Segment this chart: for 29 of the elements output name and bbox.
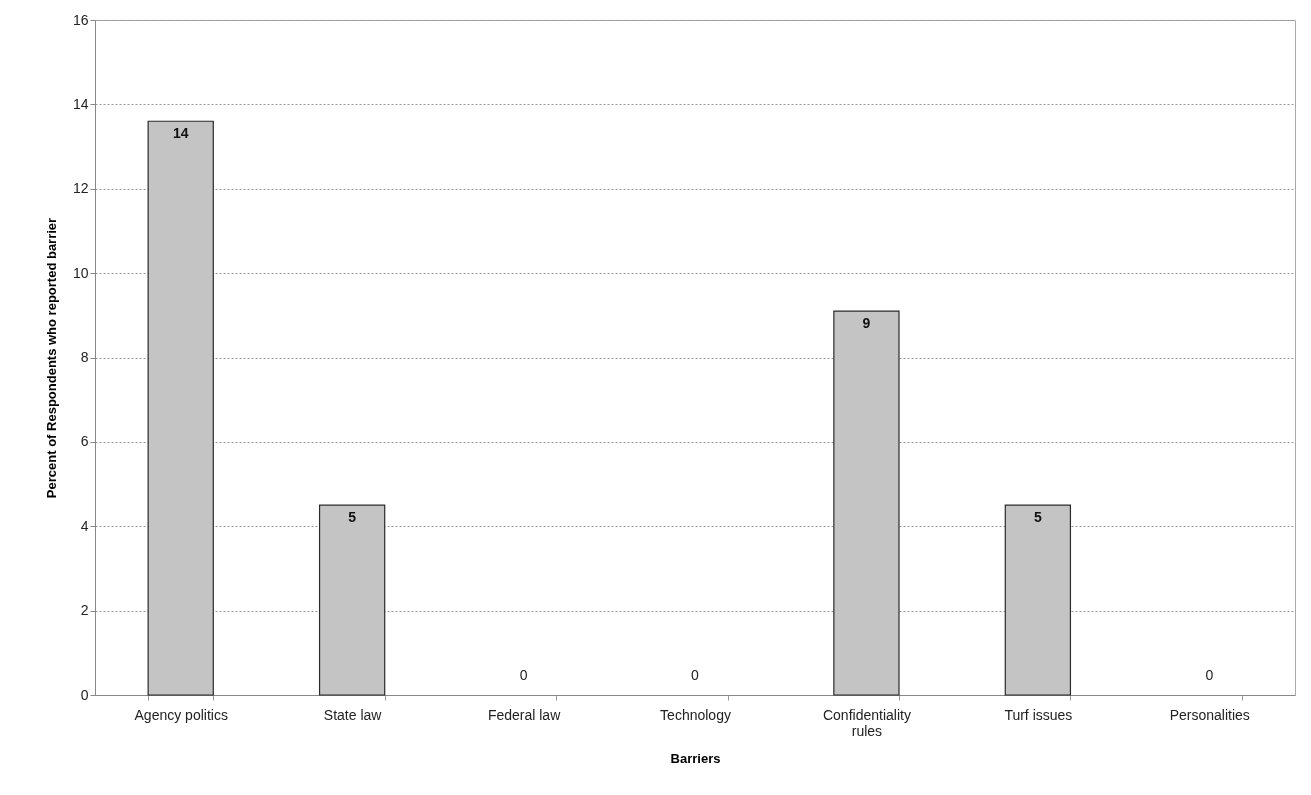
- y-tick-label: 4: [80, 517, 89, 534]
- data-label: 0: [1205, 667, 1214, 683]
- data-label: 9: [862, 315, 871, 332]
- data-label: 5: [1033, 509, 1042, 526]
- data-label: 5: [348, 509, 357, 526]
- y-tick-label: 12: [72, 180, 89, 197]
- bar: [833, 310, 900, 696]
- x-tick-label: Confidentiality rules: [822, 706, 911, 739]
- y-axis-title: Percent of Respondents who reported barrier: [43, 217, 59, 499]
- x-tick-label: Agency politics: [134, 706, 228, 723]
- y-tick-label: 14: [72, 95, 89, 112]
- data-label: 0: [519, 667, 528, 683]
- bar: [318, 504, 386, 696]
- x-tick-label: Federal law: [487, 706, 562, 723]
- y-tick-label: 10: [72, 264, 89, 281]
- y-tick-label: 8: [80, 349, 89, 365]
- y-tick-label: 0: [80, 686, 89, 703]
- bar: [147, 120, 214, 696]
- y-tick-label: 2: [80, 602, 89, 619]
- x-tick-label: Turf issues: [1004, 706, 1073, 723]
- bar: [1004, 504, 1072, 696]
- x-tick-label: State law: [323, 706, 383, 723]
- y-tick-label: 6: [80, 433, 89, 450]
- data-label: 0: [691, 667, 700, 683]
- x-tick-label: Technology: [660, 706, 731, 723]
- y-tick-label: 16: [72, 11, 89, 28]
- data-label: 14: [172, 125, 189, 142]
- x-axis-title: Barriers: [670, 750, 721, 766]
- x-tick-label: Personalities: [1169, 706, 1250, 723]
